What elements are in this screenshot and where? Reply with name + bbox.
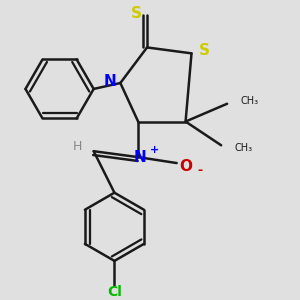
Text: O: O: [179, 158, 192, 173]
Text: N: N: [133, 150, 146, 165]
Text: N: N: [103, 74, 116, 89]
Text: CH₃: CH₃: [240, 96, 259, 106]
Text: S: S: [199, 43, 210, 58]
Text: -: -: [197, 164, 203, 177]
Text: CH₃: CH₃: [235, 143, 253, 153]
Text: H: H: [73, 140, 82, 153]
Text: +: +: [150, 145, 159, 155]
Text: Cl: Cl: [107, 285, 122, 299]
Text: S: S: [131, 6, 142, 21]
